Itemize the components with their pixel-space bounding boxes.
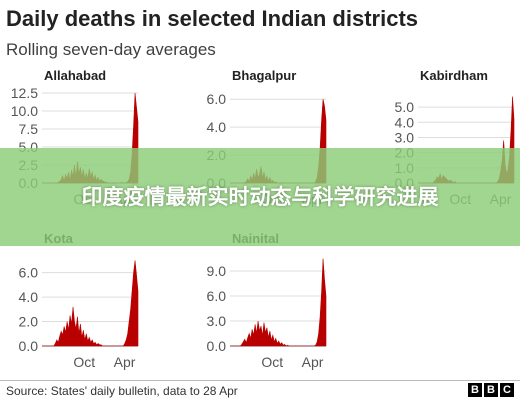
series-area: [230, 258, 327, 347]
y-tick-label: 5.0: [395, 99, 415, 115]
chart-subtitle: Rolling seven-day averages: [6, 40, 216, 59]
x-tick-label: Apr: [302, 354, 324, 370]
overlay-banner: 印度疫情最新实时动态与科学研究进展: [0, 148, 520, 246]
y-tick-label: 7.5: [19, 121, 39, 137]
y-tick-label: 10.0: [11, 103, 38, 119]
y-tick-label: 4.0: [395, 114, 415, 130]
y-tick-label: 9.0: [207, 263, 227, 279]
logo-letter: B: [484, 383, 498, 397]
bbc-logo: B B C: [468, 383, 514, 397]
logo-letter: B: [468, 383, 482, 397]
y-tick-label: 6.0: [207, 288, 227, 304]
y-tick-label: 0.0: [19, 338, 39, 354]
logo-letter: C: [500, 383, 514, 397]
series-area: [42, 260, 139, 347]
y-tick-label: 3.0: [207, 313, 227, 329]
banner-text: 印度疫情最新实时动态与科学研究进展: [81, 185, 439, 209]
source-note: Source: States' daily bulletin, data to …: [6, 384, 238, 398]
x-tick-label: Oct: [261, 354, 283, 370]
panel-title: Kabirdham: [420, 68, 488, 83]
y-tick-label: 6.0: [19, 265, 39, 281]
y-tick-label: 0.0: [207, 338, 227, 354]
y-tick-label: 6.0: [207, 91, 227, 107]
y-tick-label: 2.0: [19, 314, 39, 330]
chart-title: Daily deaths in selected Indian district…: [6, 6, 419, 31]
x-tick-label: Apr: [114, 354, 136, 370]
panel-title: Allahabad: [44, 68, 106, 83]
y-tick-label: 12.5: [11, 85, 38, 101]
x-tick-label: Oct: [73, 354, 95, 370]
y-tick-label: 3.0: [395, 129, 415, 145]
y-tick-label: 4.0: [207, 119, 227, 135]
y-tick-label: 4.0: [19, 289, 39, 305]
footer-divider: [0, 380, 520, 381]
panel-title: Bhagalpur: [232, 68, 296, 83]
